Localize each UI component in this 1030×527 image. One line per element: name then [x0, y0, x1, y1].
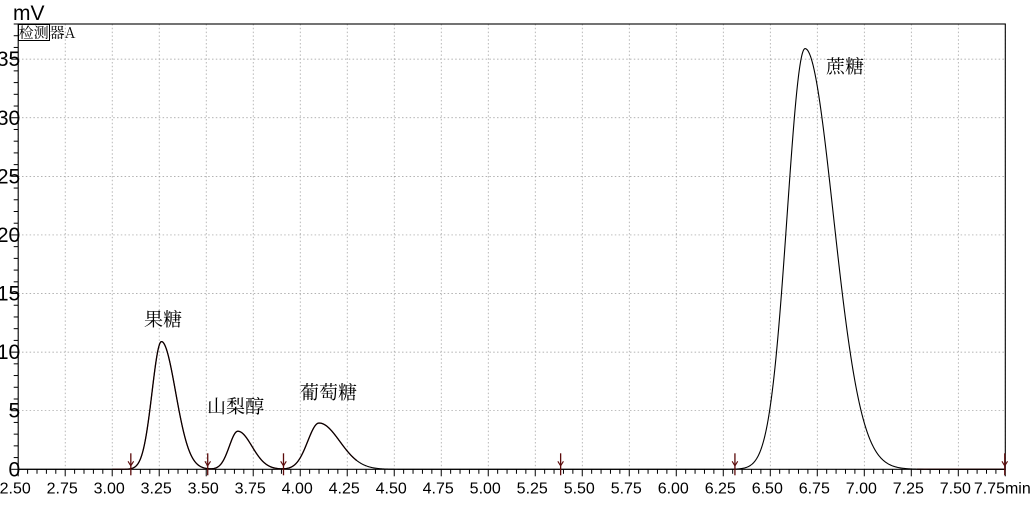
svg-text:2.50: 2.50 — [0, 480, 31, 497]
svg-text:2.75: 2.75 — [47, 480, 78, 497]
svg-text:35: 35 — [0, 48, 20, 71]
svg-text:3.50: 3.50 — [188, 480, 219, 497]
svg-text:6.00: 6.00 — [658, 480, 689, 497]
svg-text:3.00: 3.00 — [94, 480, 125, 497]
svg-text:4.50: 4.50 — [376, 480, 407, 497]
svg-text:5.25: 5.25 — [517, 480, 548, 497]
svg-text:25: 25 — [0, 165, 20, 188]
svg-text:4.00: 4.00 — [282, 480, 313, 497]
svg-text:5.75: 5.75 — [611, 480, 642, 497]
svg-text:6.25: 6.25 — [705, 480, 736, 497]
svg-text:7.75min: 7.75min — [974, 480, 1030, 497]
svg-text:5.50: 5.50 — [564, 480, 595, 497]
svg-text:3.75: 3.75 — [235, 480, 266, 497]
svg-text:4.25: 4.25 — [329, 480, 360, 497]
svg-text:15: 15 — [0, 283, 20, 306]
svg-text:5: 5 — [9, 400, 21, 423]
svg-text:4.75: 4.75 — [423, 480, 454, 497]
svg-text:7.00: 7.00 — [846, 480, 877, 497]
svg-text:5.00: 5.00 — [470, 480, 501, 497]
svg-text:7.50: 7.50 — [940, 480, 971, 497]
svg-text:20: 20 — [0, 224, 20, 247]
svg-text:6.75: 6.75 — [799, 480, 830, 497]
svg-text:30: 30 — [0, 107, 20, 130]
svg-text:7.25: 7.25 — [893, 480, 924, 497]
svg-text:3.25: 3.25 — [141, 480, 172, 497]
svg-text:6.50: 6.50 — [752, 480, 783, 497]
svg-text:10: 10 — [0, 341, 20, 364]
